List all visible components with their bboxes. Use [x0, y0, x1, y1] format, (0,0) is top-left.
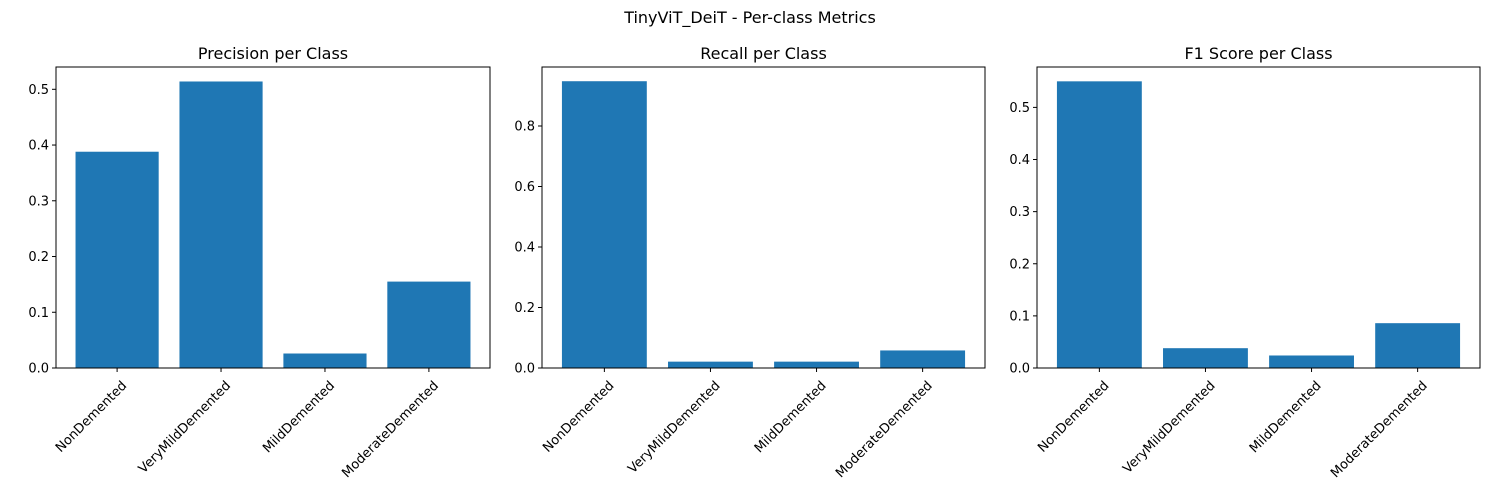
precision-chart: 0.0 0.1 0.2 0.3 0.4 0.5 NonDemented VeryMildDem…: [28, 44, 491, 481]
f1-xtick-label: VeryMildDemented: [1120, 378, 1218, 476]
precision-ytick-label: 0.3: [28, 194, 49, 209]
recall-ytick-label: 0.6: [514, 180, 535, 195]
precision-ytick-label: 0.5: [28, 83, 49, 98]
precision-xtick-label: MildDemented: [260, 378, 338, 456]
precision-xtick-label: NonDemented: [53, 378, 130, 455]
recall-bar-nondemented: [561, 81, 647, 368]
recall-xtick-label: NonDemented: [540, 378, 617, 455]
recall-xtick-label: VeryMildDemented: [625, 378, 723, 476]
precision-bar-moderatedemented: [387, 281, 471, 368]
precision-bar-verymilddemented: [179, 81, 263, 369]
precision-ytick-label: 0.0: [28, 362, 49, 377]
recall-ytick-label: 0.2: [514, 301, 535, 316]
recall-xtick-label: MildDemented: [752, 378, 830, 456]
f1-title: F1 Score per Class: [1184, 44, 1332, 63]
recall-axes-frame: [541, 66, 986, 369]
precision-ytick-label: 0.1: [28, 306, 49, 321]
f1-ytick-label: 0.5: [1009, 101, 1030, 116]
precision-xtick-label: ModerateDemented: [339, 378, 442, 481]
f1-bar-verymilddemented: [1163, 348, 1248, 368]
f1-bar-nondemented: [1056, 81, 1142, 368]
f1-xtick-label: ModerateDemented: [1328, 378, 1431, 481]
precision-axes-frame: [55, 66, 491, 369]
figure-suptitle: TinyViT_DeiT - Per-class Metrics: [623, 8, 876, 28]
f1-bar-milddemented: [1269, 355, 1354, 368]
precision-bar-milddemented: [283, 353, 367, 368]
recall-ytick-label: 0.0: [514, 362, 535, 377]
f1-ytick-label: 0.1: [1009, 309, 1030, 324]
f1-ytick-label: 0.2: [1009, 257, 1030, 272]
f1-chart: 0.0 0.1 0.2 0.3 0.4 0.5 NonDemented VeryMildDem…: [1009, 44, 1481, 481]
precision-title: Precision per Class: [198, 44, 348, 63]
recall-bar-milddemented: [774, 361, 859, 368]
precision-ytick-label: 0.4: [28, 139, 49, 154]
recall-ytick-label: 0.4: [514, 240, 535, 255]
f1-ytick-label: 0.0: [1009, 362, 1030, 377]
f1-bar-moderatedemented: [1375, 323, 1461, 368]
recall-title: Recall per Class: [700, 44, 827, 63]
f1-xtick-label: NonDemented: [1035, 378, 1112, 455]
f1-axes-frame: [1036, 66, 1481, 369]
f1-xtick-label: MildDemented: [1247, 378, 1325, 456]
precision-ytick-label: 0.2: [28, 250, 49, 265]
recall-xtick-label: ModerateDemented: [833, 378, 936, 481]
precision-xtick-label: VeryMildDemented: [136, 378, 234, 476]
f1-ytick-label: 0.3: [1009, 205, 1030, 220]
recall-bar-verymilddemented: [668, 361, 753, 368]
recall-bar-moderatedemented: [880, 350, 966, 368]
f1-ytick-label: 0.4: [1009, 153, 1030, 168]
recall-chart: 0.0 0.2 0.4 0.6 0.8 NonDemented VeryMildDement…: [514, 44, 986, 481]
precision-bar-nondemented: [75, 151, 159, 368]
recall-ytick-label: 0.8: [514, 119, 535, 134]
